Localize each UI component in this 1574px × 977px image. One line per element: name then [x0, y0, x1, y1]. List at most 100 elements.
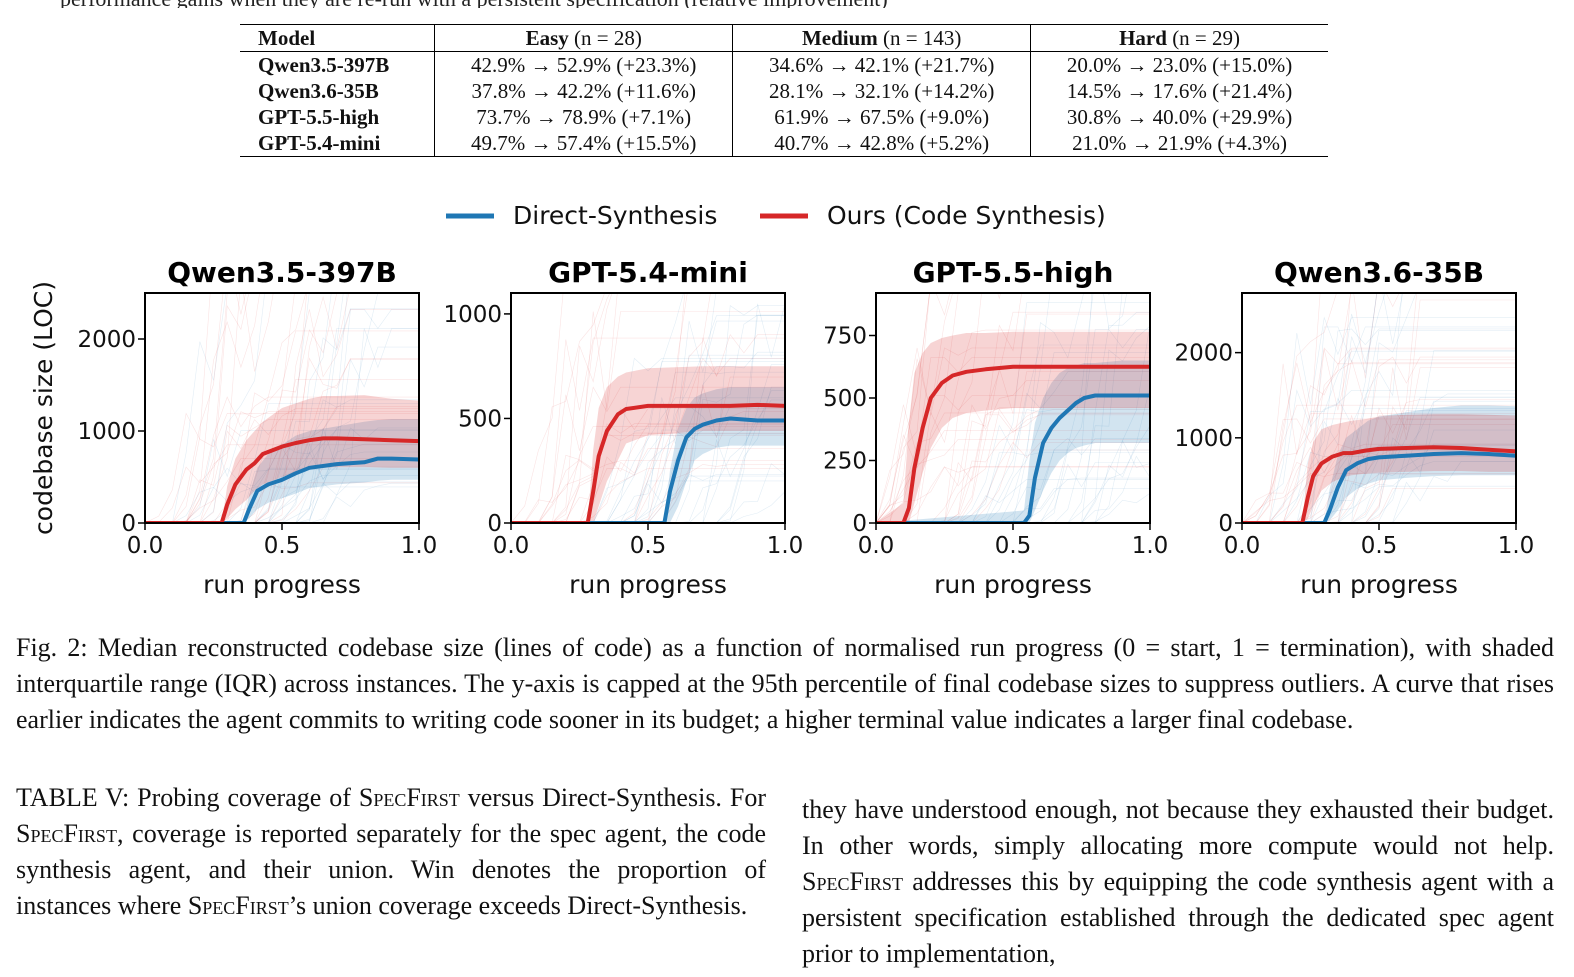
instance-trace	[511, 480, 785, 523]
x-tick-label: 1.0	[401, 533, 438, 559]
table-row: GPT-5.5-high 73.7% → 78.9% (+7.1%) 61.9%…	[240, 104, 1328, 130]
instance-trace	[1242, 293, 1337, 523]
instance-trace	[876, 493, 1150, 523]
instance-trace	[876, 344, 1150, 523]
x-tick-label: 0.0	[493, 533, 530, 559]
header-hard: Hard (n = 29)	[1030, 24, 1328, 52]
instance-trace	[145, 293, 295, 523]
instance-trace	[876, 352, 1150, 523]
instance-trace	[1242, 397, 1516, 523]
instance-trace	[145, 308, 419, 523]
instance-trace	[876, 302, 1150, 523]
plot-area	[1242, 293, 1516, 523]
instance-trace	[876, 312, 1150, 523]
instance-trace	[145, 309, 419, 523]
instance-trace	[876, 380, 1150, 523]
instance-trace	[145, 399, 419, 523]
chart-panel-4: 0 1000 2000 0.0 0.5 1.0 Qwen3.6-35B run progres…	[1174, 256, 1534, 599]
instance-trace	[876, 414, 1150, 523]
instance-trace	[1242, 326, 1516, 523]
instance-trace	[511, 390, 785, 523]
y-tick-label: 0	[121, 511, 136, 537]
instance-trace	[145, 427, 419, 523]
instance-trace	[876, 371, 1150, 523]
instance-trace	[511, 357, 785, 523]
instance-trace	[511, 315, 785, 523]
instance-trace	[1242, 473, 1516, 523]
instance-trace	[511, 397, 785, 523]
instance-trace	[511, 293, 611, 523]
instance-trace	[145, 451, 419, 523]
instance-trace	[511, 315, 785, 523]
figure-2-panels: Direct-Synthesis Ours (Code Synthesis) cod…	[29, 201, 1534, 599]
instance-trace	[1242, 400, 1516, 523]
instance-trace	[145, 430, 419, 523]
median-line-ours	[145, 436, 419, 523]
y-tick-label: 2000	[77, 327, 136, 353]
instance-trace	[876, 449, 1150, 523]
instance-trace	[1242, 429, 1516, 523]
instance-trace	[145, 443, 419, 523]
instance-trace	[1242, 316, 1516, 523]
instance-trace	[511, 293, 684, 523]
instance-trace	[876, 293, 1123, 523]
instance-trace	[145, 482, 419, 523]
instance-trace	[511, 464, 785, 523]
instance-trace	[511, 293, 688, 523]
instance-trace	[876, 449, 1150, 523]
instance-trace	[145, 330, 419, 523]
instance-trace	[511, 303, 785, 523]
instance-trace	[511, 432, 785, 523]
y-tick-label: 2000	[1174, 341, 1233, 367]
cell-hard: 14.5% → 17.6% (+21.4%)	[1030, 78, 1328, 104]
instance-trace	[876, 357, 1150, 523]
header-model: Model	[240, 24, 435, 52]
instance-trace	[145, 486, 419, 523]
instance-trace	[876, 293, 930, 523]
instance-trace	[1242, 293, 1386, 523]
table-row: GPT-5.4-mini 49.7% → 57.4% (+15.5%) 40.7…	[240, 130, 1328, 157]
instance-trace	[876, 293, 1051, 523]
cell-easy: 49.7% → 57.4% (+15.5%)	[434, 130, 733, 157]
instance-trace	[145, 328, 419, 523]
instance-trace	[145, 467, 419, 523]
instance-trace	[511, 448, 785, 523]
instance-trace	[1242, 367, 1516, 523]
instance-trace	[511, 361, 785, 523]
instance-trace	[876, 325, 1150, 523]
instance-trace	[145, 359, 419, 523]
y-tick-label: 1000	[443, 302, 502, 328]
x-axis-label: run progress	[203, 570, 361, 599]
instance-trace	[511, 475, 785, 523]
instance-trace	[876, 455, 1150, 523]
median-line-direct	[511, 416, 785, 523]
instance-trace	[511, 354, 785, 523]
y-tick-label: 0	[487, 511, 502, 537]
instance-trace	[876, 407, 1150, 523]
instance-trace	[511, 460, 785, 523]
instance-trace	[511, 376, 785, 523]
instance-trace	[876, 439, 1150, 523]
instance-trace	[1242, 443, 1516, 523]
instance-trace	[876, 440, 1150, 523]
cell-hard: 20.0% → 23.0% (+15.0%)	[1030, 51, 1328, 78]
instance-trace	[876, 452, 1150, 523]
chart-panel-2: 0 500 1000 0.0 0.5 1.0 GPT-5.4-mini run progres…	[443, 256, 803, 599]
instance-trace	[1242, 299, 1516, 523]
instance-trace	[511, 491, 785, 523]
instance-trace	[876, 313, 1150, 523]
instance-trace	[1242, 445, 1516, 523]
instance-trace	[1242, 419, 1516, 523]
y-tick-label: 1000	[1174, 426, 1233, 452]
instance-trace	[1242, 488, 1516, 523]
median-line-direct	[1242, 451, 1516, 523]
x-tick-label: 0.0	[127, 533, 164, 559]
instance-trace	[511, 424, 785, 523]
instance-trace	[1242, 443, 1516, 523]
instance-trace	[511, 293, 613, 523]
instance-trace	[876, 462, 1150, 523]
instance-trace	[145, 309, 419, 523]
instance-trace	[511, 371, 785, 523]
instance-trace	[511, 320, 785, 523]
iqr-band-direct	[1242, 405, 1516, 523]
